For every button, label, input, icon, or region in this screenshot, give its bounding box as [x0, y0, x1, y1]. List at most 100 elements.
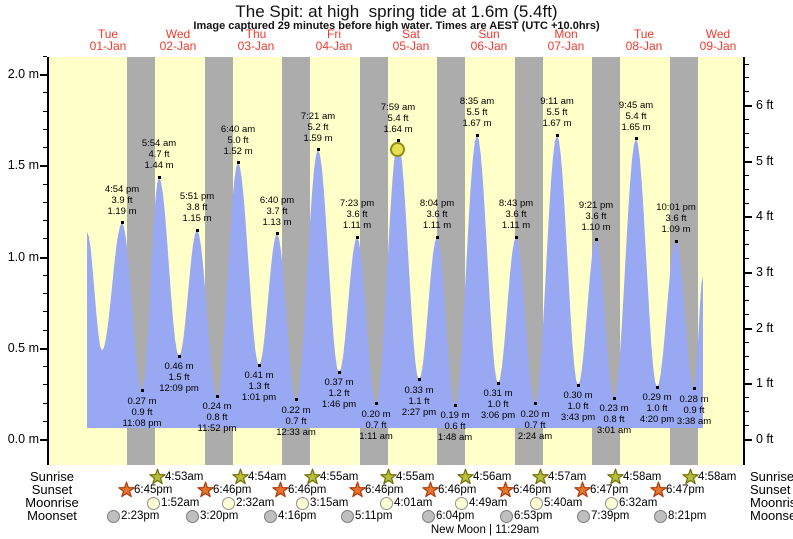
moonrise-circle-icon: [454, 496, 468, 510]
moonrise-time: 3:15am: [310, 496, 349, 509]
left-axis-tick: [43, 183, 47, 185]
sunset-time: 6:47pm: [590, 483, 629, 496]
moonset-circle-icon: [576, 509, 590, 523]
moonset-circle-icon: [106, 509, 120, 523]
left-axis: [47, 57, 49, 465]
moonrise-time: 1:52am: [161, 496, 200, 509]
left-axis-tick: [40, 439, 47, 441]
current-tide-marker: [390, 141, 405, 157]
sunset-time: 6:45pm: [134, 483, 173, 496]
sunrise-star-icon: [606, 468, 624, 485]
high-tide-dot: [195, 228, 199, 232]
right-axis-tick: [745, 341, 749, 343]
day-label: Tue 08-Jan: [625, 27, 663, 53]
sunset-star-icon: [496, 481, 514, 498]
sunrise-time: 4:53am: [165, 470, 204, 483]
sunrise-time: 4:56am: [473, 470, 512, 483]
low-tide-dot: [453, 403, 457, 407]
high-tide-label: 5:51 pm 3.8 ft 1.15 m: [179, 191, 215, 225]
sunrise-time: 4:55am: [396, 470, 435, 483]
right-axis-tick: [745, 439, 752, 441]
sunrise-time: 4:55am: [320, 470, 359, 483]
moonset-circle-icon: [421, 509, 435, 523]
sunrise-star-icon: [681, 468, 699, 485]
right-axis-tick: [745, 119, 749, 121]
low-tide-label: 0.33 m 1.1 ft 2:27 pm: [401, 384, 437, 418]
left-axis-tick: [43, 220, 47, 221]
sunset-time: 6:46pm: [213, 483, 252, 496]
right-axis-tick: [745, 313, 749, 315]
right-axis-tick: [745, 216, 752, 219]
day-label: Wed 09-Jan: [699, 27, 737, 53]
moonset-circle-icon: [340, 509, 354, 523]
high-tide-label: 7:23 pm 3.6 ft 1.11 m: [339, 198, 375, 232]
low-tide-dot: [496, 381, 500, 385]
right-axis-tick: [745, 327, 752, 330]
sunset-row-label-right: Sunset: [750, 482, 791, 497]
day-label: Fri 04-Jan: [315, 27, 353, 53]
sunrise-star-icon: [456, 468, 474, 485]
left-axis-label: 2.0 m: [7, 67, 39, 81]
low-tide-label: 0.22 m 0.7 ft 12:33 am: [276, 404, 316, 438]
right-axis-tick: [745, 258, 749, 260]
left-axis-tick: [43, 147, 47, 148]
high-tide-label: 8:04 pm 3.6 ft 1.11 m: [419, 198, 455, 232]
high-tide-dot: [634, 137, 638, 141]
high-tide-label: 6:40 pm 3.7 ft 1.13 m: [259, 194, 295, 228]
sunrise-star-icon: [231, 468, 249, 485]
low-tide-dot: [692, 387, 696, 391]
moonrise-row-label-right: Moonrise: [750, 495, 793, 510]
left-axis-tick: [40, 165, 47, 168]
right-axis-tick: [745, 77, 749, 79]
low-tide-label: 0.29 m 1.0 ft 4:20 pm: [639, 392, 675, 426]
left-axis-tick: [43, 384, 47, 386]
moonrise-time: 4:49am: [469, 496, 508, 509]
right-axis-tick: [745, 286, 749, 288]
left-axis-tick: [43, 201, 47, 203]
moonset-time: 4:16pm: [278, 509, 317, 522]
left-axis-tick: [40, 347, 47, 350]
page-title: The Spit: at high spring tide at 1.6m (5…: [235, 2, 558, 21]
sunrise-time: 4:57am: [548, 470, 587, 483]
moonset-row-label-left: Moonset: [27, 508, 77, 523]
sunset-time: 6:46pm: [513, 483, 552, 496]
high-tide-dot: [316, 148, 320, 152]
high-tide-label: 7:59 am 5.4 ft 1.64 m: [380, 101, 416, 135]
left-axis-tick: [43, 329, 47, 331]
right-axis-tick: [745, 174, 749, 176]
left-axis-tick: [43, 238, 47, 240]
low-tide-label: 0.46 m 1.5 ft 12:09 pm: [159, 361, 199, 395]
moonrise-circle-icon: [221, 496, 235, 510]
moonset-circle-icon: [653, 509, 667, 523]
moonrise-circle-icon: [295, 496, 309, 510]
low-tide-label: 0.20 m 0.7 ft 2:24 am: [517, 408, 553, 442]
right-axis-label: 6 ft: [756, 98, 774, 113]
high-tide-dot: [157, 175, 161, 179]
right-axis-tick: [745, 369, 749, 371]
left-axis-tick: [43, 55, 47, 57]
moonset-circle-icon: [263, 509, 277, 523]
moonset-time: 5:11pm: [355, 509, 393, 522]
sunrise-time: 4:58am: [698, 470, 737, 483]
moonrise-time: 5:40am: [544, 496, 583, 509]
high-tide-dot: [514, 235, 518, 239]
low-tide-dot: [177, 354, 181, 358]
right-axis-tick: [745, 91, 749, 93]
right-axis-label: 0 ft: [756, 432, 774, 446]
low-tide-label: 0.28 m 0.9 ft 3:38 am: [676, 393, 712, 427]
right-axis-tick: [745, 133, 749, 135]
moonrise-row-label-left: Moonrise: [25, 495, 79, 510]
right-axis-label: 5 ft: [756, 153, 774, 168]
tide-curve: [87, 135, 703, 428]
moonrise-circle-icon: [529, 496, 543, 510]
moon-phase: New Moon | 11:29am: [430, 524, 540, 536]
sunset-time: 6:46pm: [288, 483, 327, 496]
low-tide-dot: [294, 398, 298, 402]
day-label: Sun 06-Jan: [470, 27, 508, 53]
moonrise-time: 2:32am: [236, 496, 275, 509]
right-axis-tick: [745, 425, 749, 427]
moonset-time: 8:21pm: [668, 509, 707, 522]
sunrise-row-label-left: Sunrise: [29, 469, 75, 484]
left-axis-tick: [43, 366, 47, 367]
